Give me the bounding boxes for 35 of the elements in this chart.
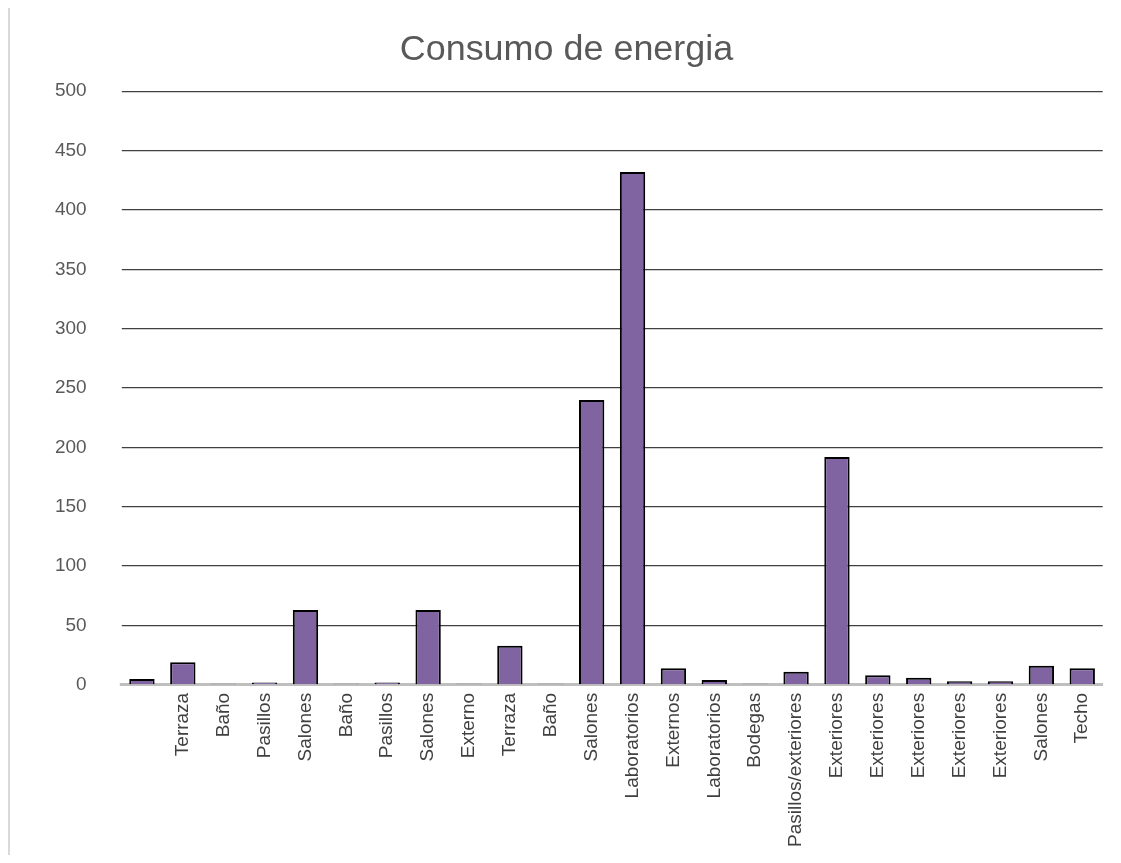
y-tick-label: 0 — [76, 673, 87, 695]
x-tick-label: Salones — [293, 692, 315, 762]
x-tick-label: Pasillos — [375, 692, 397, 759]
y-tick-label: 500 — [54, 79, 87, 101]
y-tick-label: 450 — [54, 138, 87, 160]
y-tick-label: 400 — [54, 198, 87, 220]
x-tick-label: Salones — [416, 692, 438, 762]
x-tick-label: Pasillos — [252, 692, 274, 759]
x-tick-label: Baño — [211, 692, 233, 738]
y-tick-label: 150 — [54, 494, 87, 516]
x-tick-label: Exteriores — [988, 692, 1010, 779]
y-tick-label: 50 — [65, 613, 87, 635]
x-tick-label: Exteriores — [866, 692, 888, 779]
x-tick-label: Techo — [1070, 692, 1092, 744]
x-tick-label: Exteriores — [906, 692, 928, 779]
x-tick-label: Baño — [334, 692, 356, 738]
y-tick-label: 350 — [54, 257, 87, 279]
x-tick-label: Laboratorios — [702, 692, 724, 799]
x-tick-label: Terraza — [498, 692, 520, 757]
x-tick-label: Externo — [457, 692, 479, 759]
x-tick-label: Salones — [579, 692, 601, 762]
x-tick-label: Baño — [539, 692, 560, 738]
x-tick-label: Bodegas — [743, 692, 765, 768]
x-tick-label: Pasillos/exteriores — [784, 692, 806, 847]
chart-title: Consumo de energia — [399, 26, 734, 68]
y-tick-label: 200 — [54, 435, 87, 457]
x-tick-label: Exteriores — [825, 692, 847, 779]
x-tick-label: Laboratorios — [620, 692, 642, 799]
y-tick-label: 300 — [54, 316, 87, 338]
x-tick-label: Exteriores — [947, 692, 969, 779]
x-tick-label: Terraza — [171, 692, 193, 757]
x-tick-label: Externos — [661, 692, 683, 768]
x-tick-label: Salones — [1029, 692, 1051, 762]
y-tick-label: 250 — [54, 376, 87, 398]
y-tick-label: 100 — [54, 554, 87, 576]
